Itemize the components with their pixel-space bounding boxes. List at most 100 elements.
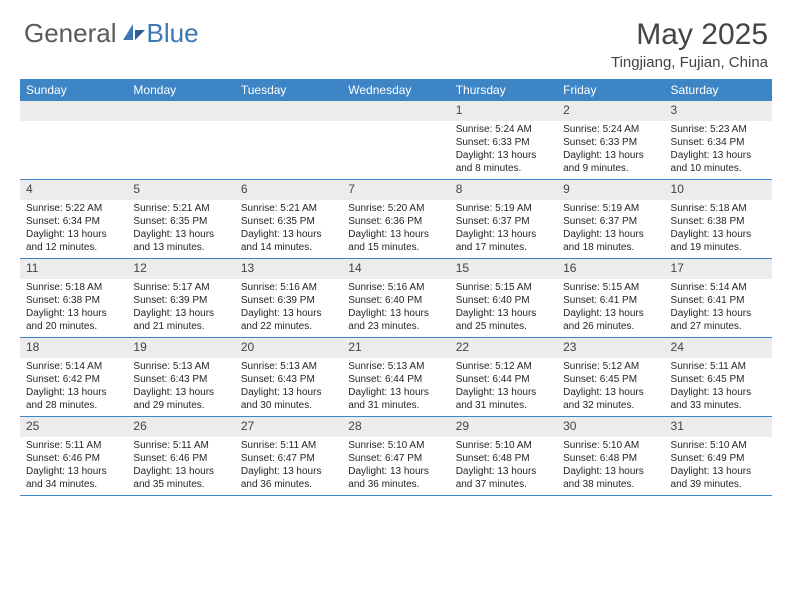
- day-info: Sunrise: 5:16 AMSunset: 6:40 PMDaylight:…: [342, 279, 449, 337]
- sunrise-text: Sunrise: 5:16 AM: [241, 281, 336, 294]
- day-cell: [20, 101, 127, 179]
- sunset-text: Sunset: 6:46 PM: [26, 452, 121, 465]
- sunset-text: Sunset: 6:47 PM: [348, 452, 443, 465]
- day-cell: 24Sunrise: 5:11 AMSunset: 6:45 PMDayligh…: [665, 338, 772, 416]
- day-number: 9: [557, 180, 664, 200]
- sunset-text: Sunset: 6:37 PM: [456, 215, 551, 228]
- sunrise-text: Sunrise: 5:18 AM: [671, 202, 766, 215]
- empty-day-strip: [342, 101, 449, 121]
- calendar: SundayMondayTuesdayWednesdayThursdayFrid…: [20, 79, 772, 496]
- sunrise-text: Sunrise: 5:11 AM: [26, 439, 121, 452]
- day-cell: 19Sunrise: 5:13 AMSunset: 6:43 PMDayligh…: [127, 338, 234, 416]
- day-cell: 8Sunrise: 5:19 AMSunset: 6:37 PMDaylight…: [450, 180, 557, 258]
- day-number: 28: [342, 417, 449, 437]
- day-cell: 16Sunrise: 5:15 AMSunset: 6:41 PMDayligh…: [557, 259, 664, 337]
- daylight-text: Daylight: 13 hours and 14 minutes.: [241, 228, 336, 254]
- sunset-text: Sunset: 6:42 PM: [26, 373, 121, 386]
- sunrise-text: Sunrise: 5:24 AM: [563, 123, 658, 136]
- sunset-text: Sunset: 6:39 PM: [241, 294, 336, 307]
- day-cell: 6Sunrise: 5:21 AMSunset: 6:35 PMDaylight…: [235, 180, 342, 258]
- day-cell: [235, 101, 342, 179]
- sunset-text: Sunset: 6:49 PM: [671, 452, 766, 465]
- day-header-cell: Thursday: [450, 79, 557, 101]
- sunrise-text: Sunrise: 5:17 AM: [133, 281, 228, 294]
- day-cell: 17Sunrise: 5:14 AMSunset: 6:41 PMDayligh…: [665, 259, 772, 337]
- day-cell: 9Sunrise: 5:19 AMSunset: 6:37 PMDaylight…: [557, 180, 664, 258]
- day-number: 26: [127, 417, 234, 437]
- day-info: Sunrise: 5:24 AMSunset: 6:33 PMDaylight:…: [450, 121, 557, 179]
- empty-day-strip: [127, 101, 234, 121]
- daylight-text: Daylight: 13 hours and 9 minutes.: [563, 149, 658, 175]
- day-number: 1: [450, 101, 557, 121]
- daylight-text: Daylight: 13 hours and 31 minutes.: [456, 386, 551, 412]
- sunrise-text: Sunrise: 5:14 AM: [26, 360, 121, 373]
- day-cell: 5Sunrise: 5:21 AMSunset: 6:35 PMDaylight…: [127, 180, 234, 258]
- daylight-text: Daylight: 13 hours and 20 minutes.: [26, 307, 121, 333]
- day-header-row: SundayMondayTuesdayWednesdayThursdayFrid…: [20, 79, 772, 101]
- day-info: Sunrise: 5:19 AMSunset: 6:37 PMDaylight:…: [450, 200, 557, 258]
- day-info: Sunrise: 5:10 AMSunset: 6:48 PMDaylight:…: [450, 437, 557, 495]
- sunset-text: Sunset: 6:40 PM: [348, 294, 443, 307]
- daylight-text: Daylight: 13 hours and 18 minutes.: [563, 228, 658, 254]
- day-info: Sunrise: 5:15 AMSunset: 6:40 PMDaylight:…: [450, 279, 557, 337]
- day-header-cell: Saturday: [665, 79, 772, 101]
- week-row: 11Sunrise: 5:18 AMSunset: 6:38 PMDayligh…: [20, 259, 772, 338]
- sunrise-text: Sunrise: 5:11 AM: [671, 360, 766, 373]
- day-info: Sunrise: 5:18 AMSunset: 6:38 PMDaylight:…: [665, 200, 772, 258]
- daylight-text: Daylight: 13 hours and 28 minutes.: [26, 386, 121, 412]
- day-info: Sunrise: 5:11 AMSunset: 6:46 PMDaylight:…: [127, 437, 234, 495]
- day-header-cell: Monday: [127, 79, 234, 101]
- day-number: 15: [450, 259, 557, 279]
- sunset-text: Sunset: 6:38 PM: [26, 294, 121, 307]
- sunrise-text: Sunrise: 5:10 AM: [348, 439, 443, 452]
- day-number: 13: [235, 259, 342, 279]
- day-info: Sunrise: 5:16 AMSunset: 6:39 PMDaylight:…: [235, 279, 342, 337]
- day-cell: 12Sunrise: 5:17 AMSunset: 6:39 PMDayligh…: [127, 259, 234, 337]
- daylight-text: Daylight: 13 hours and 31 minutes.: [348, 386, 443, 412]
- sunset-text: Sunset: 6:39 PM: [133, 294, 228, 307]
- daylight-text: Daylight: 13 hours and 19 minutes.: [671, 228, 766, 254]
- day-info: Sunrise: 5:19 AMSunset: 6:37 PMDaylight:…: [557, 200, 664, 258]
- sunset-text: Sunset: 6:33 PM: [456, 136, 551, 149]
- daylight-text: Daylight: 13 hours and 34 minutes.: [26, 465, 121, 491]
- empty-day-strip: [20, 101, 127, 121]
- day-info: Sunrise: 5:11 AMSunset: 6:47 PMDaylight:…: [235, 437, 342, 495]
- day-info: Sunrise: 5:14 AMSunset: 6:42 PMDaylight:…: [20, 358, 127, 416]
- day-number: 16: [557, 259, 664, 279]
- day-info: Sunrise: 5:13 AMSunset: 6:44 PMDaylight:…: [342, 358, 449, 416]
- day-cell: [127, 101, 234, 179]
- sunset-text: Sunset: 6:45 PM: [563, 373, 658, 386]
- day-cell: 26Sunrise: 5:11 AMSunset: 6:46 PMDayligh…: [127, 417, 234, 495]
- day-info: Sunrise: 5:22 AMSunset: 6:34 PMDaylight:…: [20, 200, 127, 258]
- day-info: Sunrise: 5:13 AMSunset: 6:43 PMDaylight:…: [235, 358, 342, 416]
- sunrise-text: Sunrise: 5:14 AM: [671, 281, 766, 294]
- daylight-text: Daylight: 13 hours and 38 minutes.: [563, 465, 658, 491]
- sunset-text: Sunset: 6:35 PM: [133, 215, 228, 228]
- day-number: 12: [127, 259, 234, 279]
- day-info: Sunrise: 5:24 AMSunset: 6:33 PMDaylight:…: [557, 121, 664, 179]
- day-cell: 23Sunrise: 5:12 AMSunset: 6:45 PMDayligh…: [557, 338, 664, 416]
- sunrise-text: Sunrise: 5:23 AM: [671, 123, 766, 136]
- day-cell: 30Sunrise: 5:10 AMSunset: 6:48 PMDayligh…: [557, 417, 664, 495]
- day-number: 6: [235, 180, 342, 200]
- sunrise-text: Sunrise: 5:12 AM: [456, 360, 551, 373]
- week-row: 4Sunrise: 5:22 AMSunset: 6:34 PMDaylight…: [20, 180, 772, 259]
- sunset-text: Sunset: 6:37 PM: [563, 215, 658, 228]
- day-header-cell: Sunday: [20, 79, 127, 101]
- day-cell: 10Sunrise: 5:18 AMSunset: 6:38 PMDayligh…: [665, 180, 772, 258]
- day-number: 31: [665, 417, 772, 437]
- day-cell: 18Sunrise: 5:14 AMSunset: 6:42 PMDayligh…: [20, 338, 127, 416]
- day-number: 20: [235, 338, 342, 358]
- day-number: 11: [20, 259, 127, 279]
- daylight-text: Daylight: 13 hours and 23 minutes.: [348, 307, 443, 333]
- day-cell: 21Sunrise: 5:13 AMSunset: 6:44 PMDayligh…: [342, 338, 449, 416]
- location: Tingjiang, Fujian, China: [611, 54, 768, 71]
- day-info: Sunrise: 5:13 AMSunset: 6:43 PMDaylight:…: [127, 358, 234, 416]
- sunset-text: Sunset: 6:48 PM: [456, 452, 551, 465]
- daylight-text: Daylight: 13 hours and 35 minutes.: [133, 465, 228, 491]
- day-number: 10: [665, 180, 772, 200]
- daylight-text: Daylight: 13 hours and 37 minutes.: [456, 465, 551, 491]
- daylight-text: Daylight: 13 hours and 30 minutes.: [241, 386, 336, 412]
- sunset-text: Sunset: 6:44 PM: [456, 373, 551, 386]
- sunset-text: Sunset: 6:47 PM: [241, 452, 336, 465]
